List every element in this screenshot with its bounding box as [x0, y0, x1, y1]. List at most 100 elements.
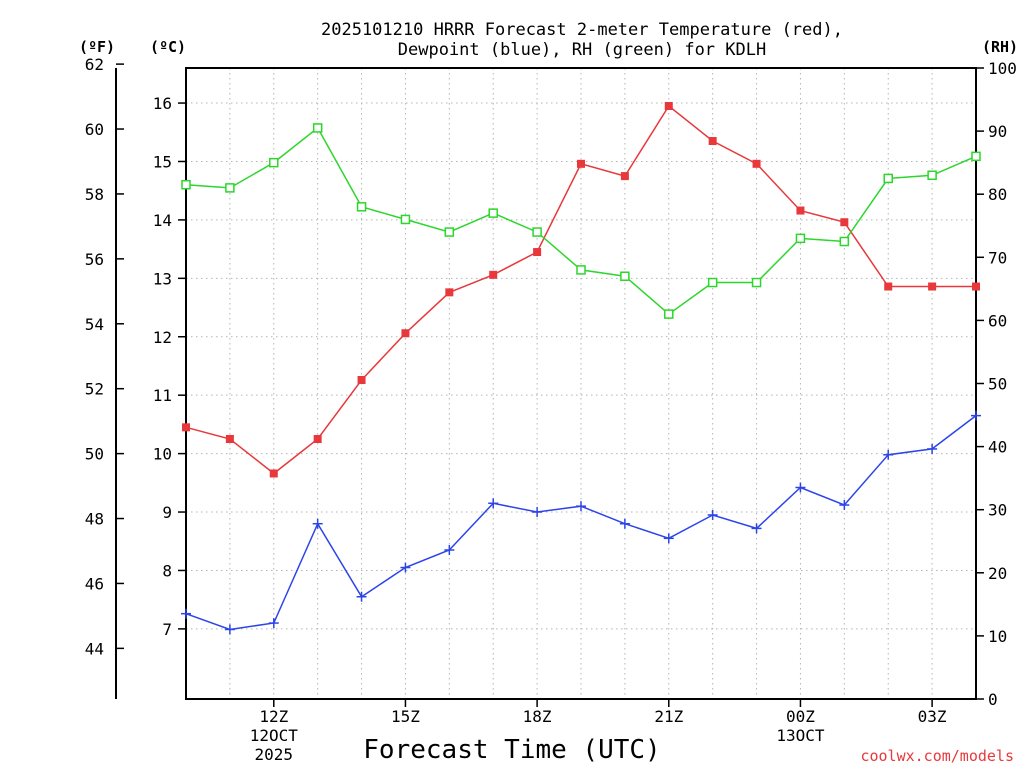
dewpoint-point	[927, 443, 938, 454]
celsius-tick-label: 7	[162, 620, 172, 639]
rh-point	[883, 173, 893, 184]
temperature-point	[182, 423, 190, 432]
fahrenheit-tick-label: 56	[85, 250, 104, 269]
x-tick-label: 12OCT	[250, 726, 299, 745]
dewpoint-line	[185, 415, 977, 631]
rh-tick-label: 100	[988, 59, 1017, 78]
temperature-point	[357, 375, 366, 384]
fahrenheit-tick-label: 52	[85, 380, 104, 399]
dewpoint-point	[181, 608, 191, 619]
rh-tick-label: 10	[988, 627, 1007, 646]
title-line-1: 2025101210 HRRR Forecast 2-meter Tempera…	[321, 20, 843, 40]
rh-point	[707, 277, 718, 288]
fahrenheit-tick-label: 58	[85, 185, 104, 204]
temperature-point	[928, 282, 937, 291]
rh-tick-label: 40	[988, 438, 1007, 457]
dewpoint-point	[663, 533, 674, 544]
temperature-point	[664, 101, 673, 110]
chart-title: 2025101210 HRRR Forecast 2-meter Tempera…	[321, 20, 843, 60]
rh-point	[927, 170, 937, 181]
temperature-point	[533, 248, 542, 257]
x-tick-label: 00Z	[786, 707, 815, 726]
rh-point	[400, 214, 411, 225]
x-axis-title: Forecast Time (UTC)	[363, 735, 660, 765]
dewpoint-point	[268, 618, 279, 629]
temperature-point	[796, 206, 805, 215]
dewpoint-point	[576, 501, 586, 512]
rh-point	[751, 277, 762, 288]
celsius-tick-label: 11	[153, 386, 172, 405]
rh-point	[356, 202, 367, 212]
axes: 7 8 9 10 11 12 13 14 15 16 44 46 48 50 52 54 56 58 60 62 0 10…	[85, 55, 1017, 764]
dewpoint-point	[707, 509, 718, 520]
dewpoint-point	[224, 624, 235, 635]
rh-tick-label: 90	[988, 122, 1007, 141]
rh-unit-label: (RH)	[982, 38, 1018, 56]
temperature-point	[840, 218, 849, 227]
dewpoint-point	[444, 545, 455, 556]
rh-tick-label: 30	[988, 501, 1007, 520]
dewpoint-point	[532, 507, 543, 518]
dewpoint-point	[619, 518, 630, 529]
source-credit: coolwx.com/models	[860, 747, 1014, 765]
celsius-unit-label: (ºC)	[150, 38, 186, 56]
celsius-tick-label: 14	[153, 211, 172, 230]
fahrenheit-unit-label: (ºF)	[79, 38, 115, 56]
x-tick-label: 12Z	[259, 707, 288, 726]
fahrenheit-tick-label: 60	[85, 120, 104, 139]
rh-point	[181, 179, 191, 190]
temperature-point	[313, 435, 322, 444]
rh-point	[620, 271, 630, 281]
temperature-point	[225, 435, 234, 444]
rh-point	[225, 183, 235, 193]
celsius-tick-label: 13	[153, 269, 172, 288]
fahrenheit-tick-label: 44	[85, 639, 104, 658]
dewpoint-point	[488, 498, 499, 509]
series-layer	[181, 101, 981, 635]
rh-tick-label: 70	[988, 248, 1007, 267]
rh-tick-label: 80	[988, 185, 1007, 204]
fahrenheit-tick-label: 50	[85, 445, 104, 464]
rh-tick-label: 50	[988, 375, 1007, 394]
celsius-tick-label: 16	[153, 94, 172, 113]
dewpoint-point	[971, 410, 981, 421]
temperature-point	[884, 282, 893, 291]
fahrenheit-tick-label: 48	[85, 510, 104, 529]
dewpoint-point	[751, 523, 762, 534]
x-tick-label: 21Z	[654, 707, 683, 726]
temperature-point	[708, 137, 717, 146]
x-tick-label: 18Z	[523, 707, 552, 726]
dewpoint-point	[883, 449, 894, 460]
rh-point	[971, 151, 981, 162]
celsius-tick-label: 12	[153, 328, 172, 347]
temperature-point	[577, 159, 585, 168]
rh-tick-label: 20	[988, 564, 1007, 583]
x-tick-label: 03Z	[918, 707, 947, 726]
rh-point	[444, 227, 455, 237]
dewpoint-point	[400, 562, 411, 573]
dewpoint-point	[356, 591, 367, 602]
temperature-point	[269, 469, 278, 478]
rh-point	[488, 208, 498, 218]
fahrenheit-tick-label: 62	[85, 55, 104, 74]
rh-point	[532, 227, 542, 237]
temperature-point	[401, 329, 410, 338]
dewpoint-point	[312, 518, 323, 529]
celsius-tick-label: 15	[153, 152, 172, 171]
temperature-point	[445, 288, 454, 297]
celsius-tick-label: 10	[153, 445, 172, 464]
rh-point	[839, 236, 850, 247]
rh-point	[795, 233, 806, 244]
fahrenheit-tick-label: 54	[85, 315, 104, 334]
fahrenheit-tick-label: 46	[85, 574, 104, 593]
x-tick-label: 13OCT	[776, 726, 825, 745]
rh-tick-label: 0	[988, 690, 998, 709]
temperature-point	[972, 282, 980, 291]
dewpoint-point	[795, 482, 806, 493]
temperature-point	[752, 159, 761, 168]
title-line-2: Dewpoint (blue), RH (green) for KDLH	[398, 40, 766, 60]
x-tick-label: 15Z	[391, 707, 420, 726]
dewpoint-point	[839, 500, 850, 511]
celsius-tick-label: 8	[162, 561, 172, 580]
